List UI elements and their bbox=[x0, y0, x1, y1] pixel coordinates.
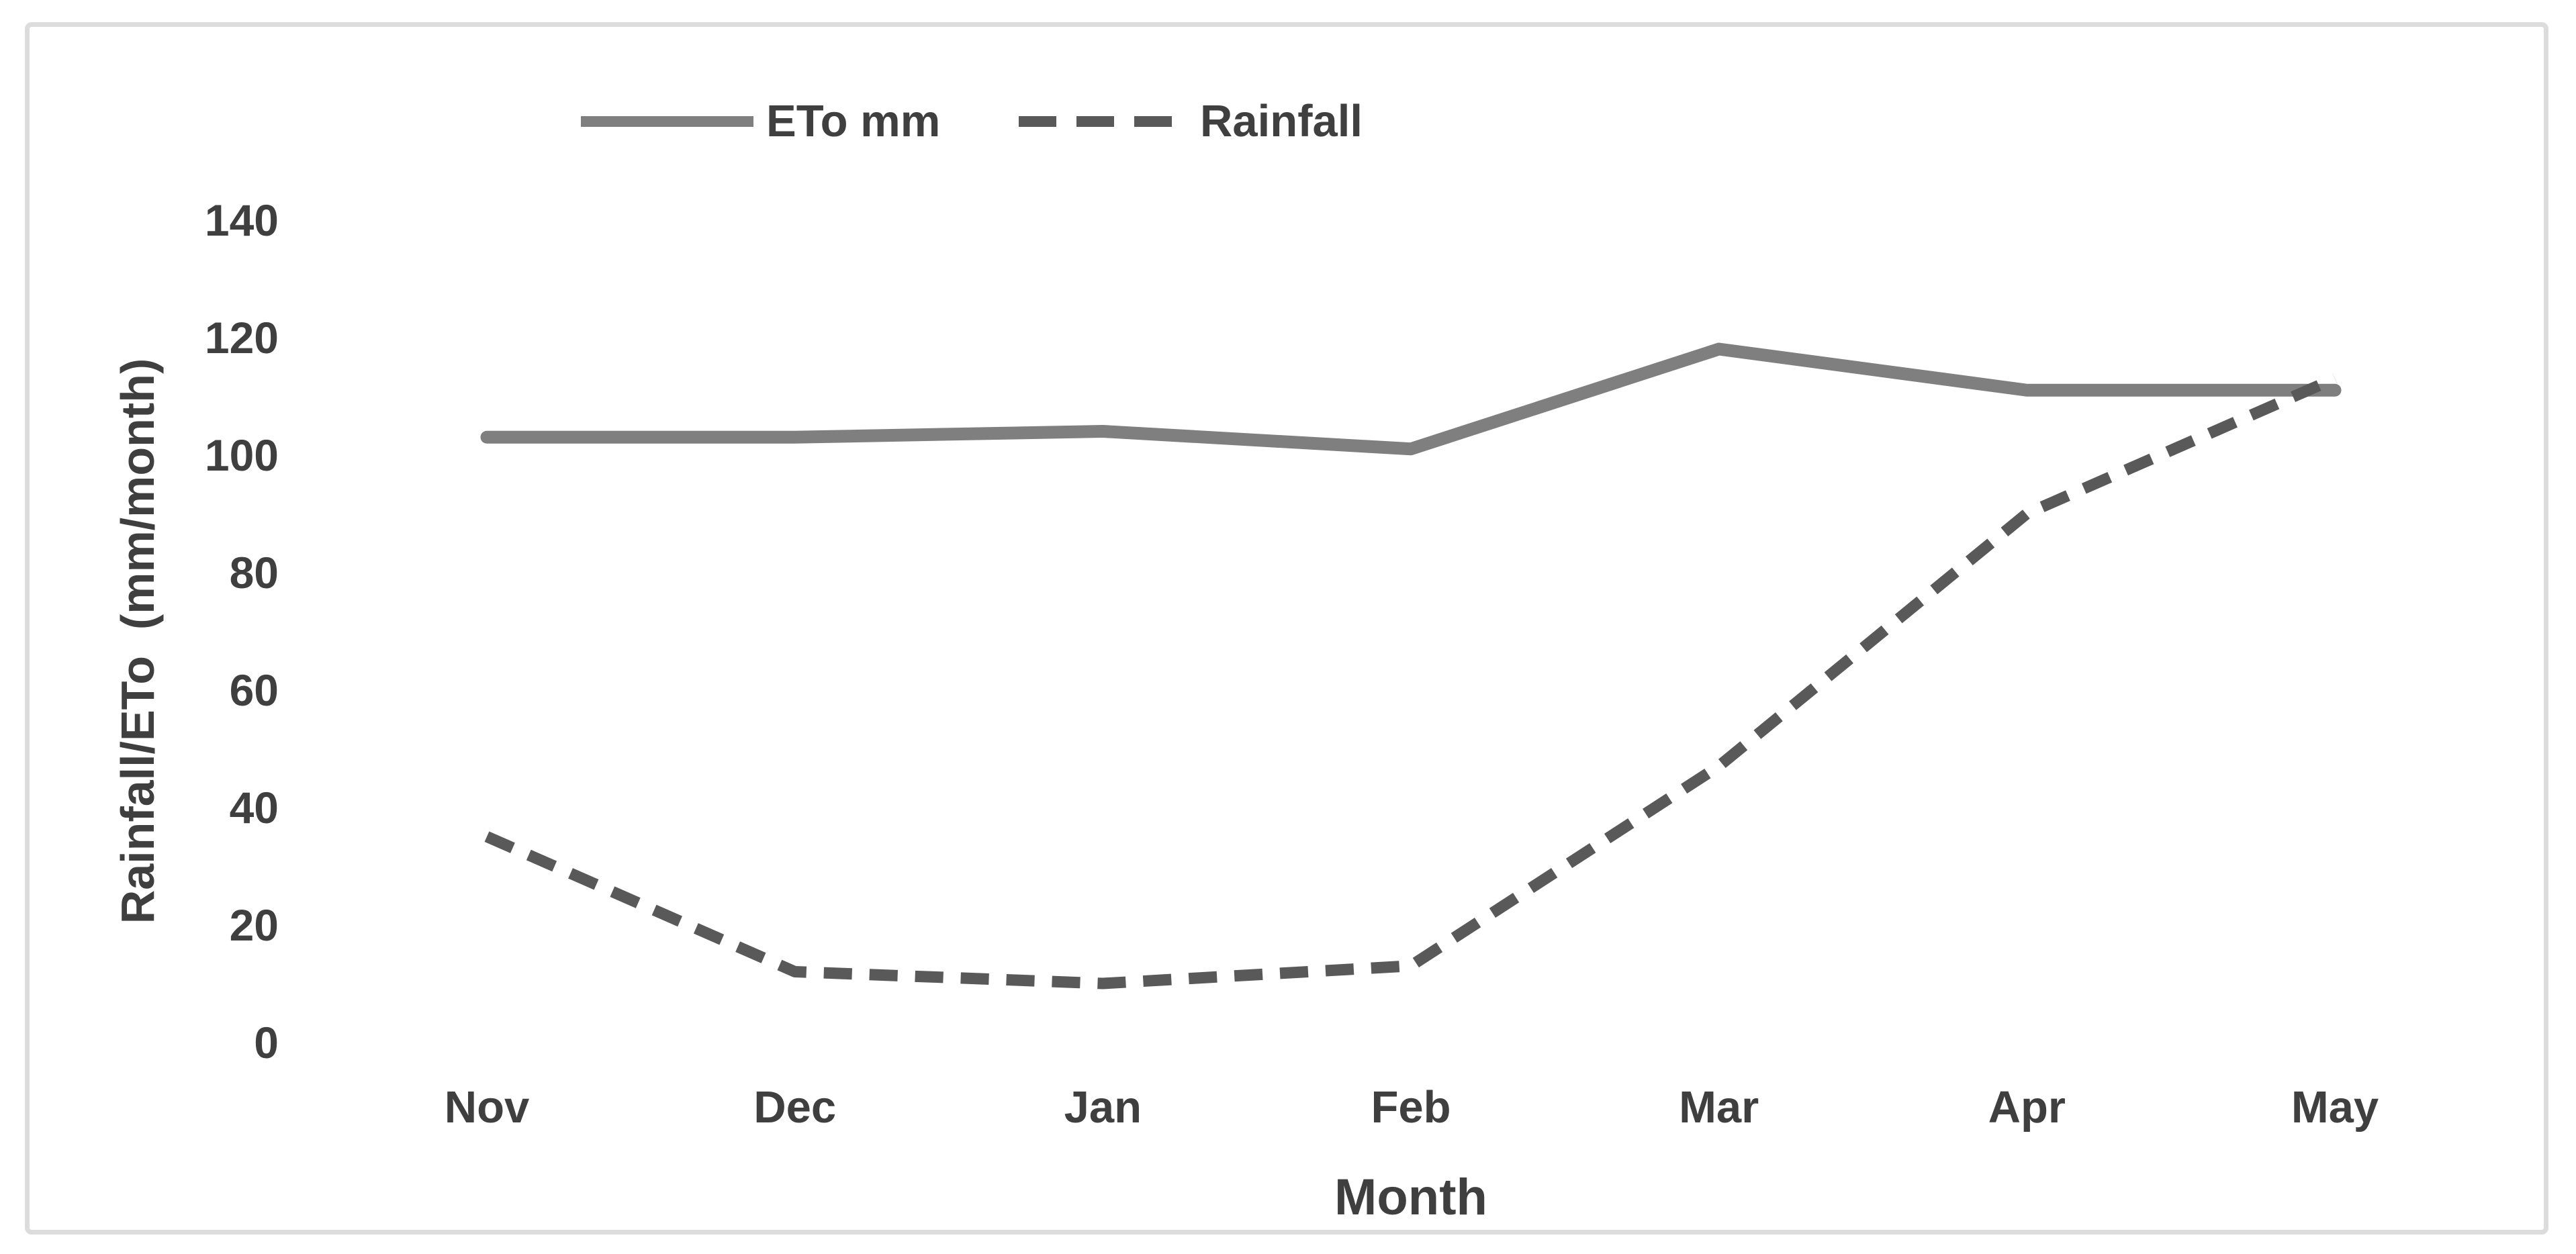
y-tick-label: 60 bbox=[229, 665, 279, 715]
x-tick-label: May bbox=[2291, 1082, 2379, 1132]
y-tick-label: 80 bbox=[229, 547, 279, 597]
x-tick-label: Apr bbox=[1988, 1082, 2066, 1132]
eto-solid-line bbox=[480, 342, 2342, 456]
y-tick-label: 100 bbox=[204, 430, 279, 480]
x-tick-label: Nov bbox=[444, 1082, 530, 1132]
y-tick-label: 120 bbox=[204, 312, 279, 363]
legend-label-eto: ETo mm bbox=[766, 96, 941, 146]
y-tick-label: 40 bbox=[229, 782, 279, 832]
legend-label-rainfall: Rainfall bbox=[1200, 96, 1363, 146]
eto-solid-line-swatch bbox=[581, 116, 753, 127]
rainfall-dashed-line-swatch bbox=[1019, 116, 1172, 127]
x-axis-title: Month bbox=[1334, 1169, 1487, 1226]
x-tick-label: Jan bbox=[1064, 1082, 1142, 1132]
y-axis-title: Rainfall/ETo (mm/month) bbox=[111, 358, 164, 924]
rainfall-dashed-line bbox=[484, 373, 2338, 990]
x-tick-label: Feb bbox=[1371, 1082, 1451, 1132]
y-tick-label: 140 bbox=[204, 195, 279, 245]
x-tick-label: Dec bbox=[753, 1082, 837, 1132]
chart-frame-border bbox=[25, 22, 2548, 1235]
x-tick-label: Mar bbox=[1679, 1082, 1759, 1132]
y-tick-label: 0 bbox=[254, 1017, 279, 1067]
y-tick-label: 20 bbox=[229, 900, 279, 950]
